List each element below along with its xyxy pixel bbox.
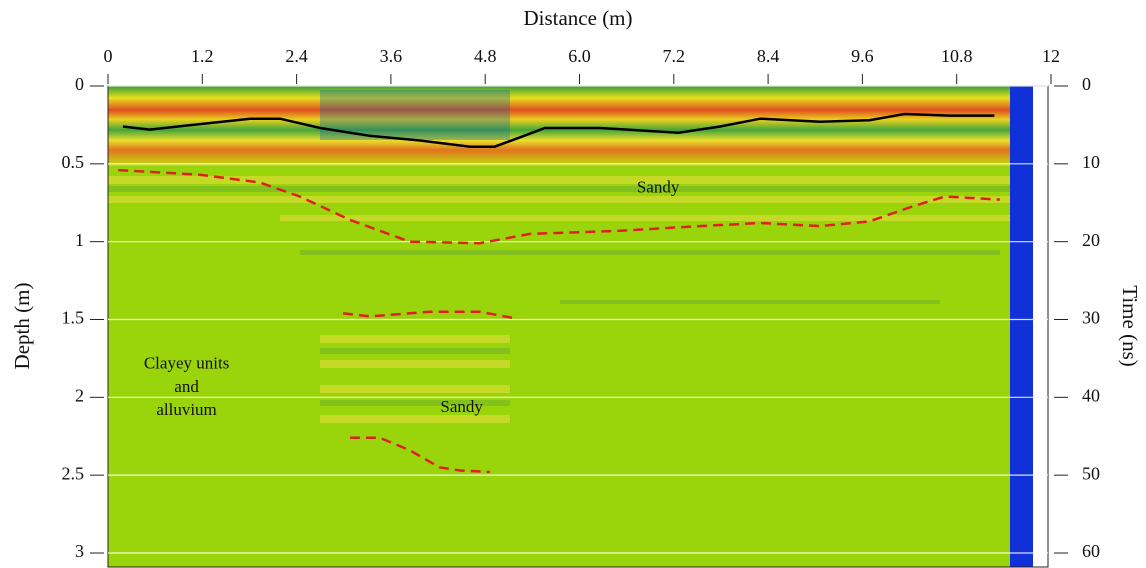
y2-tick-label: 50: [1082, 463, 1100, 483]
plot-background: [108, 86, 1048, 567]
y2-tick-label: 60: [1082, 541, 1100, 561]
chart: Distance (m) Depth (m) Time (ns) 0 1.2 2.4…: [0, 0, 1146, 568]
y-tick-label: 2.5: [62, 463, 85, 483]
x-axis-title: Distance (m): [523, 6, 632, 30]
x-tick-label: 10.8: [941, 46, 973, 66]
y2-tick-label: 0: [1082, 74, 1091, 94]
y2-tick-label: 40: [1082, 385, 1100, 405]
y-axis-title: Depth (m): [10, 283, 34, 370]
x-tick-label: 3.6: [380, 46, 403, 66]
y2-tick-label: 20: [1082, 230, 1100, 250]
x-tick-label: 0: [104, 46, 113, 66]
annotation: Clayey units: [144, 354, 229, 373]
x-tick-label: 8.4: [757, 46, 780, 66]
annotation: Sandy: [440, 397, 483, 416]
x-tick-label: 9.6: [851, 46, 874, 66]
y-tick-label: 3: [75, 541, 84, 561]
x-tick-label: 1.2: [191, 46, 214, 66]
annotation: and: [174, 377, 199, 396]
y-tick-label: 0: [75, 74, 84, 94]
y-tick-label: 2: [75, 385, 84, 405]
y-tick-label: 1: [75, 230, 84, 250]
x-tick-label: 6.0: [568, 46, 591, 66]
x-tick-label: 4.8: [474, 46, 497, 66]
x-tick-label: 7.2: [663, 46, 686, 66]
y-tick-label: 1.5: [62, 308, 85, 328]
annotation: Sandy: [637, 178, 680, 197]
y2-tick-label: 10: [1082, 152, 1100, 172]
x-tick-label: 2.4: [285, 46, 308, 66]
y-tick-label: 0.5: [62, 152, 85, 172]
y2-tick-label: 30: [1082, 308, 1100, 328]
y2-axis-title: Time (ns): [1118, 285, 1142, 367]
annotation: alluvium: [156, 400, 216, 419]
x-tick-label: 12: [1042, 46, 1060, 66]
